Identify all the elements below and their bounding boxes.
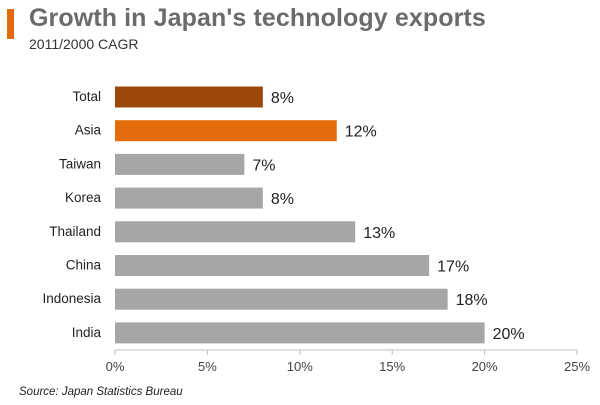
chart-subtitle: 2011/2000 CAGR [29,36,139,52]
x-tick-label: 15% [379,359,405,374]
bar [115,322,485,344]
category-label: China [66,258,102,273]
source-note: Source: Japan Statistics Bureau [19,386,183,398]
x-tick-label: 20% [472,359,498,374]
bar [115,221,356,243]
title-accent-bar [7,9,14,39]
x-tick-label: 10% [287,359,313,374]
category-label: India [72,325,102,340]
x-tick-label: 0% [106,359,125,374]
x-tick-label: 25% [564,359,590,374]
bar [115,86,263,108]
data-label: 13% [363,225,395,242]
chart-title: Growth in Japan's technology exports [29,4,486,32]
data-label: 7% [252,157,275,174]
bar [115,288,448,310]
category-label: Korea [65,190,102,205]
bar [115,255,430,276]
data-label: 20% [493,326,525,343]
data-label: 12% [345,124,377,141]
data-label: 17% [437,259,469,276]
data-label: 18% [456,292,488,309]
x-tick-label: 5% [198,359,217,374]
bar [115,153,245,175]
data-label: 8% [271,90,294,107]
category-label: Asia [75,123,102,138]
bar [115,120,337,142]
category-label: Indonesia [42,291,101,306]
data-label: 8% [271,191,294,208]
category-label: Thailand [49,224,101,239]
category-label: Total [72,89,101,104]
category-label: Taiwan [59,156,101,171]
bar [115,187,263,209]
